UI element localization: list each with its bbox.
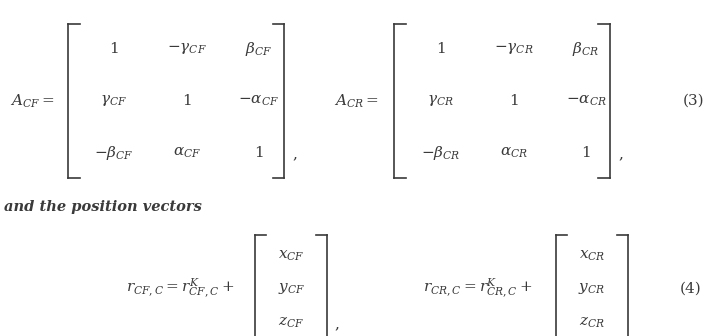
Text: $-\gamma_{CF}$: $-\gamma_{CF}$ <box>167 41 207 56</box>
Text: $\alpha_{CR}$: $\alpha_{CR}$ <box>500 146 528 160</box>
Text: $\beta_{CF}$: $\beta_{CF}$ <box>245 40 273 58</box>
Text: $,$: $,$ <box>618 149 623 163</box>
Text: $1$: $1$ <box>182 93 192 108</box>
Text: $\gamma_{CR}$: $\gamma_{CR}$ <box>427 93 454 108</box>
Text: $x_{CF}$: $x_{CF}$ <box>278 248 304 262</box>
Text: $1$: $1$ <box>109 41 119 56</box>
Text: $-\beta_{CF}$: $-\beta_{CF}$ <box>94 144 133 162</box>
Text: $\beta_{CR}$: $\beta_{CR}$ <box>572 40 600 58</box>
Text: $r_{CF,C} = r^{K}_{CF,C} +$: $r_{CF,C} = r^{K}_{CF,C} +$ <box>126 277 234 301</box>
Text: (3): (3) <box>683 94 705 108</box>
Text: $y_{CR}$: $y_{CR}$ <box>578 282 605 296</box>
Text: $z_{CF}$: $z_{CF}$ <box>278 316 304 330</box>
Text: $1$: $1$ <box>254 145 264 160</box>
Text: $1$: $1$ <box>509 93 519 108</box>
Text: $z_{CR}$: $z_{CR}$ <box>579 316 605 330</box>
Text: and the position vectors: and the position vectors <box>4 200 201 214</box>
Text: $-\alpha_{CR}$: $-\alpha_{CR}$ <box>566 94 606 108</box>
Text: $-\beta_{CR}$: $-\beta_{CR}$ <box>421 144 460 162</box>
Text: $\gamma_{CF}$: $\gamma_{CF}$ <box>100 93 127 108</box>
Text: $-\gamma_{CR}$: $-\gamma_{CR}$ <box>494 41 534 56</box>
Text: $,$: $,$ <box>334 319 339 333</box>
Text: $y_{CF}$: $y_{CF}$ <box>278 282 305 296</box>
Text: $-\alpha_{CF}$: $-\alpha_{CF}$ <box>239 94 279 108</box>
Text: $\alpha_{CF}$: $\alpha_{CF}$ <box>173 146 201 160</box>
Text: $x_{CR}$: $x_{CR}$ <box>579 248 605 262</box>
Text: $,$: $,$ <box>292 149 298 163</box>
Text: (4): (4) <box>679 282 701 296</box>
Text: $1$: $1$ <box>581 145 591 160</box>
Text: $A_{CF}=$: $A_{CF}=$ <box>10 92 55 110</box>
Text: $r_{CR,C} = r^{K}_{CR,C} +$: $r_{CR,C} = r^{K}_{CR,C} +$ <box>423 277 533 301</box>
Text: $A_{CR}=$: $A_{CR}=$ <box>334 92 378 110</box>
Text: $1$: $1$ <box>436 41 446 56</box>
